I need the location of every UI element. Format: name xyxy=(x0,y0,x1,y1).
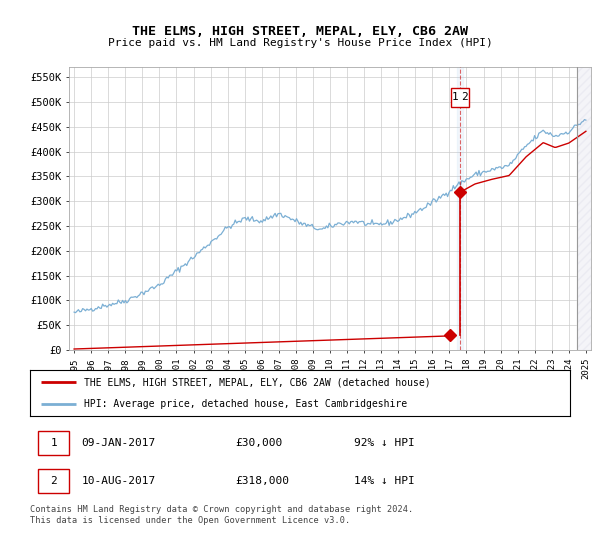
Text: Price paid vs. HM Land Registry's House Price Index (HPI): Price paid vs. HM Land Registry's House … xyxy=(107,38,493,48)
Text: 1: 1 xyxy=(452,92,458,102)
Bar xyxy=(38,431,70,455)
Bar xyxy=(577,67,596,350)
Text: Contains HM Land Registry data © Crown copyright and database right 2024.
This d: Contains HM Land Registry data © Crown c… xyxy=(30,505,413,525)
Bar xyxy=(577,67,596,350)
Text: HPI: Average price, detached house, East Cambridgeshire: HPI: Average price, detached house, East… xyxy=(84,399,407,409)
Text: 92% ↓ HPI: 92% ↓ HPI xyxy=(354,438,415,448)
Text: 1: 1 xyxy=(50,438,57,448)
Text: £30,000: £30,000 xyxy=(235,438,283,448)
Text: 10-AUG-2017: 10-AUG-2017 xyxy=(82,475,155,486)
Text: THE ELMS, HIGH STREET, MEPAL, ELY, CB6 2AW: THE ELMS, HIGH STREET, MEPAL, ELY, CB6 2… xyxy=(132,25,468,39)
Bar xyxy=(451,88,469,107)
Bar xyxy=(38,469,70,493)
Text: 2: 2 xyxy=(461,92,468,102)
Text: 09-JAN-2017: 09-JAN-2017 xyxy=(82,438,155,448)
Text: £318,000: £318,000 xyxy=(235,475,289,486)
Bar xyxy=(457,67,463,350)
Text: 2: 2 xyxy=(50,475,57,486)
Text: 14% ↓ HPI: 14% ↓ HPI xyxy=(354,475,415,486)
Text: THE ELMS, HIGH STREET, MEPAL, ELY, CB6 2AW (detached house): THE ELMS, HIGH STREET, MEPAL, ELY, CB6 2… xyxy=(84,377,431,388)
